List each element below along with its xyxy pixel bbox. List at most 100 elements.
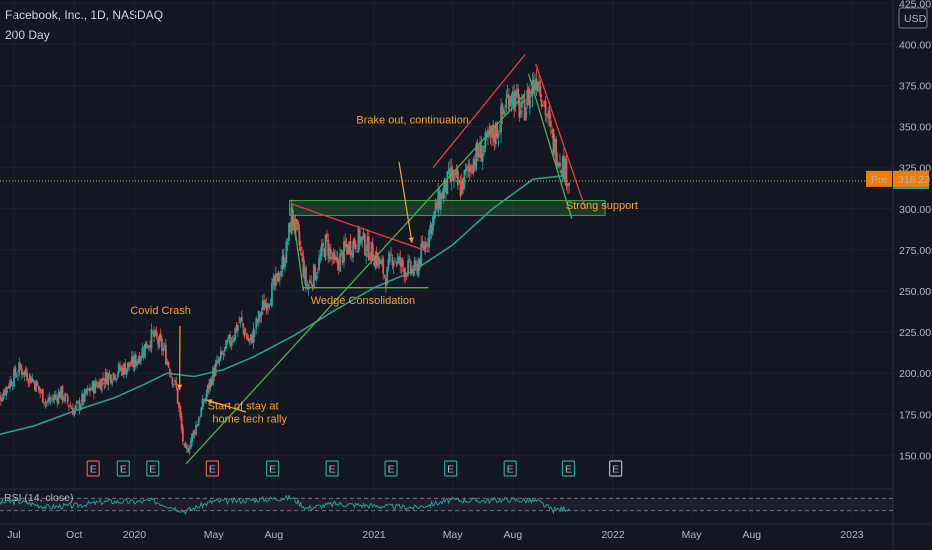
candle-body: [282, 254, 285, 268]
candle-body: [234, 327, 237, 340]
candle-body: [37, 385, 40, 390]
candle-body: [436, 202, 438, 209]
earnings-marker-label: E: [90, 464, 97, 476]
candle-body: [290, 207, 293, 235]
candle-body: [361, 236, 364, 241]
earnings-marker-label: E: [269, 464, 276, 476]
candle-body: [86, 388, 89, 393]
candle-body: [157, 338, 159, 345]
candle-body: [504, 112, 506, 115]
candle-body: [267, 304, 269, 308]
tech-rally-arrow-head: [206, 399, 213, 405]
candle-body: [83, 389, 86, 402]
candle-body: [205, 393, 208, 400]
candle-body: [322, 242, 324, 247]
earnings-marker-label: E: [388, 464, 395, 476]
candle-body: [391, 257, 394, 266]
candle-body: [552, 129, 555, 155]
candle-body: [501, 103, 504, 115]
candle-body: [453, 174, 455, 181]
candle-body: [521, 100, 523, 108]
candle-body: [174, 380, 176, 382]
candle-body: [428, 230, 430, 248]
candle-body: [74, 405, 77, 411]
candle-body: [40, 390, 43, 392]
candle-body: [337, 261, 340, 270]
candle-body: [81, 393, 83, 405]
rsi-line: [0, 494, 570, 515]
candle-body: [513, 92, 516, 111]
candle-body: [374, 254, 377, 268]
candle-body: [53, 394, 56, 400]
candle-body: [301, 252, 303, 256]
candle-body: [534, 83, 536, 91]
candle-body: [138, 356, 141, 364]
candle-body: [95, 382, 98, 386]
candle-body: [285, 241, 288, 263]
candle-body: [278, 278, 281, 280]
candle-body: [276, 273, 279, 277]
candle-body: [439, 193, 442, 210]
candle-body: [536, 82, 539, 92]
candle-body: [307, 284, 310, 290]
candle-body: [103, 383, 106, 384]
candle-body: [216, 359, 218, 364]
candle-body: [79, 405, 82, 411]
price-tick-label: 350.00: [899, 122, 931, 134]
candle-body: [159, 333, 162, 340]
candle-body: [494, 122, 497, 145]
candle-body: [108, 373, 111, 376]
candle-body: [475, 144, 478, 170]
candle-body: [252, 328, 255, 344]
earnings-marker-label: E: [209, 464, 216, 476]
candle-body: [82, 393, 85, 402]
candle-body: [445, 181, 447, 193]
candle-body: [530, 92, 533, 94]
candle-body: [357, 228, 360, 252]
candle-body: [464, 169, 467, 172]
candle-body: [58, 391, 61, 399]
candle-body: [151, 331, 154, 333]
candle-body: [420, 243, 423, 267]
chart-title: Facebook, Inc., 1D, NASDAQ: [5, 8, 163, 22]
candle-body: [416, 263, 419, 274]
candle-body: [28, 374, 31, 382]
candle-body: [89, 387, 91, 392]
candle-body: [496, 123, 499, 139]
candle-body: [18, 362, 21, 373]
candle-body: [429, 225, 432, 234]
candle-body: [566, 184, 569, 186]
candle-body: [147, 345, 150, 348]
candle-body: [305, 267, 307, 286]
candle-body: [185, 446, 188, 449]
candle-body: [344, 240, 347, 247]
candle-body: [204, 398, 207, 402]
candle-body: [326, 233, 328, 238]
annotation-label: Brake out, continuation: [356, 114, 469, 126]
candle-body: [289, 222, 292, 233]
candle-body: [481, 152, 484, 162]
candle-body: [36, 382, 39, 386]
candle-body: [175, 381, 178, 388]
time-tick-label: May: [204, 529, 225, 541]
candle-body: [127, 362, 129, 370]
candle-body: [222, 353, 225, 355]
candle-body: [544, 101, 547, 116]
candle-body: [85, 389, 87, 395]
candle-body: [49, 400, 52, 401]
earnings-marker: [116, 460, 130, 477]
candle-body: [477, 153, 480, 158]
earnings-marker-label: E: [329, 464, 336, 476]
indicator-label: 200 Day: [5, 28, 50, 42]
candle-body: [433, 211, 436, 220]
covid-crash-arrow-head: [177, 384, 183, 390]
candle-body: [547, 112, 550, 118]
candle-body: [395, 262, 398, 264]
candle-body: [223, 346, 226, 352]
candle-body: [335, 257, 337, 260]
candle-body: [268, 304, 271, 307]
candle-body: [66, 395, 69, 403]
candle-body: [129, 365, 132, 367]
candle-body: [45, 401, 48, 403]
